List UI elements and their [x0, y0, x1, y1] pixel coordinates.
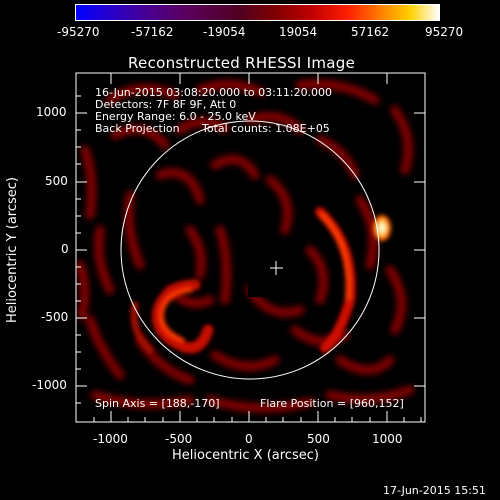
colorbar-tick: -57162: [131, 25, 174, 39]
info-method: Back Projection: [95, 122, 180, 135]
info-detectors: Detectors: 7F 8F 9F, Att 0: [95, 98, 237, 111]
info-time-range: 16-Jun-2015 03:08:20.000 to 03:11:20.000: [95, 86, 333, 99]
x-tick-label: -500: [165, 432, 193, 446]
x-tick-label: 500: [307, 432, 330, 446]
colorbar-tick: 95270: [425, 25, 464, 39]
y-tick-label: -500: [41, 310, 69, 324]
y-axis-minor-ticks: [76, 95, 81, 404]
y-axis-title: Heliocentric Y (arcsec): [5, 177, 20, 323]
render-timestamp: 17-Jun-2015 15:51: [383, 484, 486, 497]
x-tick-label: -1000: [93, 432, 128, 446]
center-cross-icon: [270, 261, 283, 275]
flare-position-label: Flare Position = [960,152]: [260, 397, 404, 410]
colorbar-tick: 19054: [279, 25, 318, 39]
x-tick-label: 1000: [372, 432, 403, 446]
y-tick-label: 0: [61, 242, 69, 256]
y-tick-label: 500: [45, 174, 68, 188]
x-axis-minor-ticks: [93, 417, 422, 422]
x-axis-title: Heliocentric X (arcsec): [172, 448, 319, 463]
heatmap-blobs: [76, 73, 425, 422]
colorbar: [75, 4, 440, 21]
info-energy-range: Energy Range: 6.0 - 25.0 keV: [95, 110, 256, 123]
info-total-counts: Total counts: 1.08E+05: [202, 122, 330, 135]
image-title: Reconstructed RHESSI Image: [128, 54, 356, 72]
y-axis-ticks: [76, 112, 425, 387]
y-tick-label: 1000: [36, 105, 67, 119]
x-tick-label: 0: [245, 432, 253, 446]
colorbar-tick: -95270: [57, 25, 100, 39]
plot-frame: [75, 72, 426, 423]
x-axis-ticks: [110, 73, 388, 422]
spin-axis-label: Spin Axis = [188,-170]: [95, 397, 220, 410]
solar-limb-circle: [120, 120, 380, 380]
colorbar-tick: 57162: [351, 25, 390, 39]
y-tick-label: -1000: [32, 378, 67, 392]
colorbar-tick: -19054: [203, 25, 246, 39]
